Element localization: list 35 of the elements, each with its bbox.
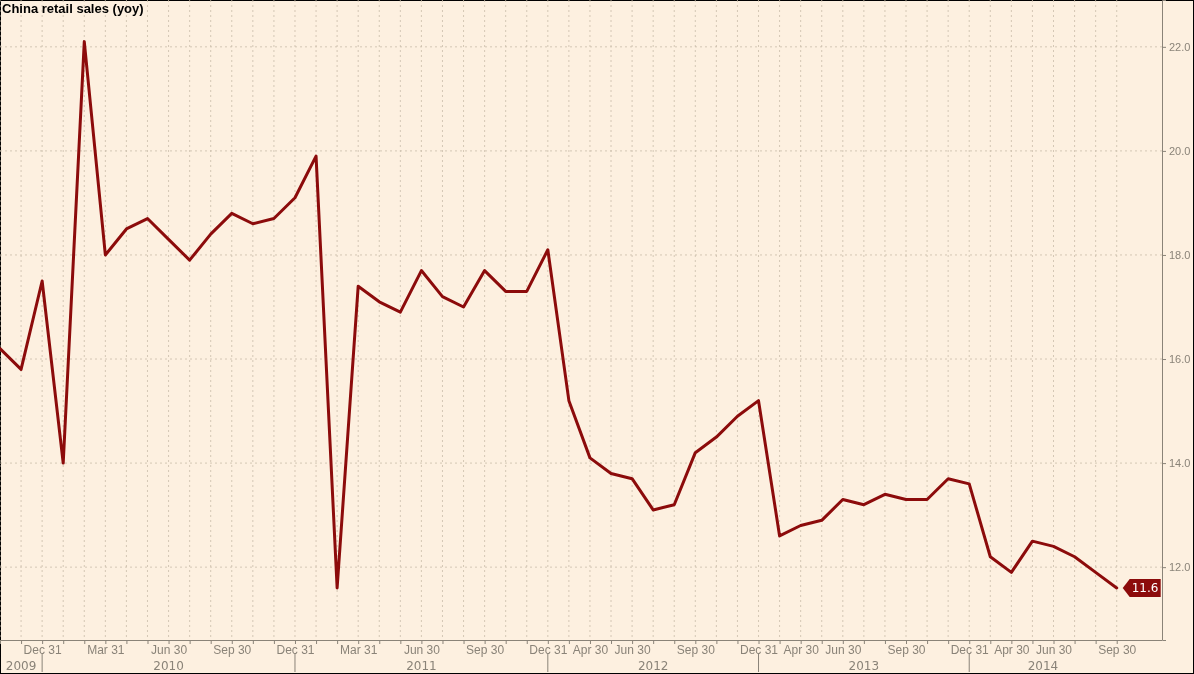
- x-tick-label: Dec 31: [529, 643, 568, 658]
- x-tick-label: Dec 31: [950, 643, 990, 658]
- text: 2011: [406, 659, 437, 673]
- x-tick-label: Jun 30: [151, 643, 188, 658]
- x-tick-label: Sep 30: [213, 643, 252, 658]
- x-tick-label: Apr 30: [994, 643, 1030, 658]
- x-tick-label: Sep 30: [676, 643, 716, 658]
- y-tick-label: 12.0: [1169, 561, 1191, 574]
- x-tick-label: Sep 30: [887, 643, 926, 658]
- text: 2009: [5, 659, 37, 673]
- x-tick-label: Jun 30: [614, 643, 651, 658]
- line-series: [0, 40, 1119, 590]
- chart-title: China retail sales (yoy): [2, 1, 144, 16]
- x-tick-label: Jun 30: [403, 643, 441, 658]
- x-tick-label: Sep 30: [466, 643, 505, 658]
- x-tick-label: Mar 31: [340, 643, 378, 658]
- y-tick-label: 16.0: [1169, 353, 1191, 366]
- data-label: 11.6: [1131, 581, 1159, 596]
- y-tick-label: 22.0: [1169, 40, 1191, 53]
- text: 2014: [1027, 659, 1059, 673]
- x-tick-label: Apr 30: [572, 643, 609, 658]
- text: 2013: [848, 659, 880, 673]
- x-tick-label: Sep 30: [1098, 643, 1137, 658]
- x-tick-label: Apr 30: [783, 643, 820, 658]
- text: 2010: [153, 659, 184, 673]
- y-tick-label: 20.0: [1169, 144, 1191, 157]
- x-tick-label: Dec 31: [740, 643, 779, 658]
- x-tick-label: Dec 31: [276, 643, 315, 658]
- y-tick-label: 14.0: [1169, 457, 1191, 470]
- text: 2012: [637, 659, 669, 673]
- x-tick-label: Jun 30: [825, 643, 862, 658]
- x-tick-label: Jun 30: [1035, 643, 1073, 658]
- x-tick-label: Dec 31: [23, 643, 62, 658]
- x-tick-label: Mar 31: [87, 643, 125, 658]
- y-tick-label: 18.0: [1169, 248, 1191, 261]
